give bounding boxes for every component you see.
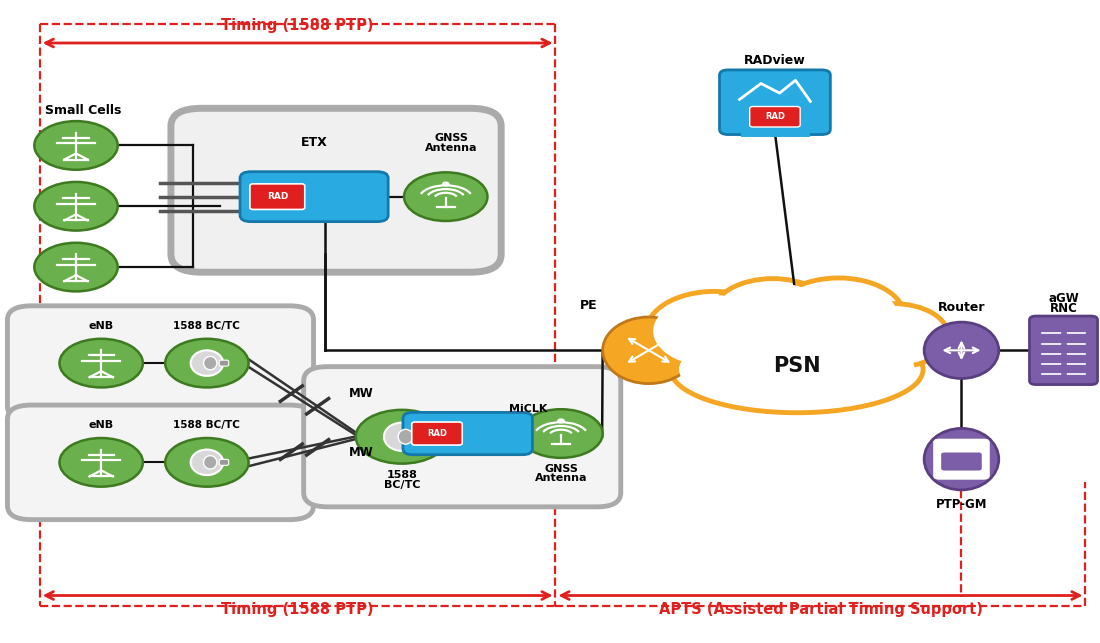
Ellipse shape <box>398 430 412 444</box>
FancyBboxPatch shape <box>403 412 532 455</box>
FancyBboxPatch shape <box>219 459 229 466</box>
Circle shape <box>838 303 948 368</box>
FancyBboxPatch shape <box>304 367 620 507</box>
Text: GNSS: GNSS <box>544 464 578 475</box>
Ellipse shape <box>190 350 223 376</box>
Text: MiCLK: MiCLK <box>509 404 547 414</box>
Ellipse shape <box>924 322 999 379</box>
FancyBboxPatch shape <box>8 405 313 520</box>
Text: PTP-GM: PTP-GM <box>936 498 987 511</box>
Ellipse shape <box>204 456 217 469</box>
Circle shape <box>772 278 904 355</box>
Text: PE: PE <box>580 299 597 312</box>
Circle shape <box>404 172 487 221</box>
Text: Antenna: Antenna <box>535 473 587 484</box>
Ellipse shape <box>924 428 999 490</box>
Circle shape <box>647 291 782 371</box>
Circle shape <box>442 182 449 186</box>
Text: eNB: eNB <box>89 321 113 331</box>
FancyBboxPatch shape <box>416 433 426 440</box>
FancyBboxPatch shape <box>8 306 313 421</box>
FancyBboxPatch shape <box>750 107 800 127</box>
Text: RAD: RAD <box>266 192 288 201</box>
Text: RNC: RNC <box>1049 302 1077 315</box>
Text: 1588: 1588 <box>386 470 417 480</box>
Text: RADview: RADview <box>744 54 806 68</box>
Circle shape <box>59 339 143 388</box>
Circle shape <box>653 295 776 367</box>
Ellipse shape <box>671 326 923 413</box>
FancyBboxPatch shape <box>170 108 502 272</box>
Text: BC/TC: BC/TC <box>384 480 420 489</box>
Circle shape <box>558 419 564 422</box>
Text: PSN: PSN <box>773 356 821 376</box>
FancyBboxPatch shape <box>240 172 388 222</box>
Circle shape <box>165 438 249 487</box>
Text: aGW: aGW <box>1048 291 1079 305</box>
Text: APTS (Assisted Partial Timing Support): APTS (Assisted Partial Timing Support) <box>659 602 982 617</box>
Circle shape <box>779 282 898 351</box>
Ellipse shape <box>679 331 915 408</box>
Text: 1588 BC/TC: 1588 BC/TC <box>174 421 240 430</box>
FancyBboxPatch shape <box>250 184 305 210</box>
Text: RAD: RAD <box>427 429 447 438</box>
Circle shape <box>34 121 118 170</box>
Circle shape <box>165 339 249 388</box>
Text: Router: Router <box>937 302 986 314</box>
Text: Timing (1588 PTP): Timing (1588 PTP) <box>221 602 374 617</box>
Ellipse shape <box>384 422 420 451</box>
FancyBboxPatch shape <box>719 70 830 134</box>
Circle shape <box>34 243 118 291</box>
FancyBboxPatch shape <box>934 439 989 479</box>
Text: ETX: ETX <box>300 136 328 149</box>
Text: Small Cells: Small Cells <box>45 104 122 117</box>
Text: MW: MW <box>349 387 373 400</box>
Text: Timing (1588 PTP): Timing (1588 PTP) <box>221 19 374 33</box>
Text: MW: MW <box>349 446 373 459</box>
FancyBboxPatch shape <box>942 453 982 471</box>
Circle shape <box>59 438 143 487</box>
FancyBboxPatch shape <box>411 422 462 445</box>
Text: eNB: eNB <box>89 421 113 430</box>
Text: Antenna: Antenna <box>425 143 477 153</box>
Circle shape <box>845 307 942 364</box>
Circle shape <box>713 278 833 349</box>
Text: 1588 BC/TC: 1588 BC/TC <box>174 321 240 331</box>
FancyBboxPatch shape <box>219 360 229 366</box>
Circle shape <box>519 409 603 458</box>
Ellipse shape <box>603 317 695 384</box>
Text: RAD: RAD <box>764 113 785 122</box>
Circle shape <box>355 410 448 464</box>
Ellipse shape <box>190 449 223 475</box>
FancyBboxPatch shape <box>1030 316 1098 385</box>
Circle shape <box>34 182 118 231</box>
Circle shape <box>719 282 826 345</box>
Ellipse shape <box>204 356 217 370</box>
Text: GNSS: GNSS <box>434 133 469 143</box>
